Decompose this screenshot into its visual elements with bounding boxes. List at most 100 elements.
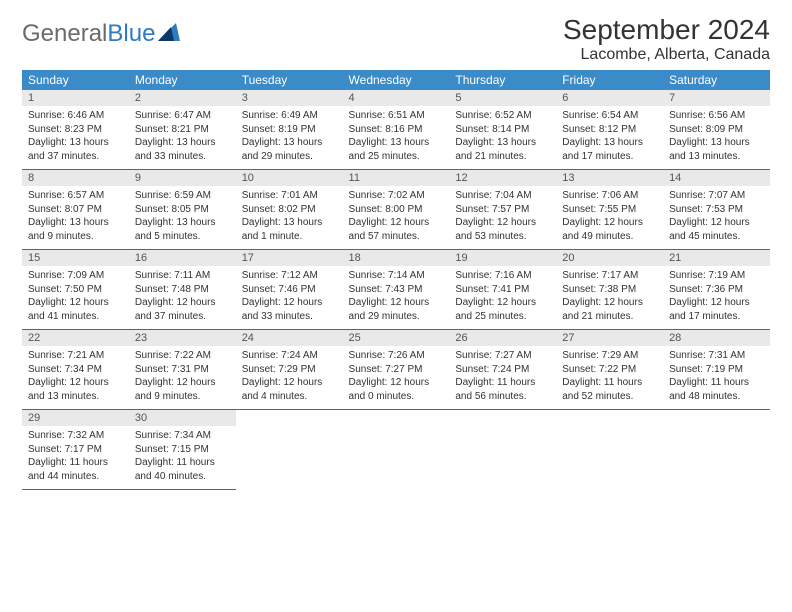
day-number: 14 bbox=[663, 170, 770, 186]
day-line: and 49 minutes. bbox=[562, 230, 657, 244]
day-body: Sunrise: 6:57 AMSunset: 8:07 PMDaylight:… bbox=[22, 186, 129, 249]
day-line: and 13 minutes. bbox=[28, 390, 123, 404]
day-line: Daylight: 12 hours bbox=[135, 296, 230, 310]
triangle-icon bbox=[158, 20, 180, 48]
day-cell: 13Sunrise: 7:06 AMSunset: 7:55 PMDayligh… bbox=[556, 170, 663, 250]
day-line: Daylight: 11 hours bbox=[455, 376, 550, 390]
day-line: Sunrise: 7:16 AM bbox=[455, 269, 550, 283]
day-line: Daylight: 13 hours bbox=[28, 216, 123, 230]
day-body: Sunrise: 7:14 AMSunset: 7:43 PMDaylight:… bbox=[343, 266, 450, 329]
day-line: Sunrise: 7:17 AM bbox=[562, 269, 657, 283]
dayname: Tuesday bbox=[236, 70, 343, 90]
day-line: Sunset: 8:05 PM bbox=[135, 203, 230, 217]
dayname: Monday bbox=[129, 70, 236, 90]
day-line: and 37 minutes. bbox=[135, 310, 230, 324]
day-line: Sunrise: 7:07 AM bbox=[669, 189, 764, 203]
day-line: Sunset: 8:02 PM bbox=[242, 203, 337, 217]
day-body: Sunrise: 7:09 AMSunset: 7:50 PMDaylight:… bbox=[22, 266, 129, 329]
day-line: Sunset: 7:48 PM bbox=[135, 283, 230, 297]
day-line: Daylight: 13 hours bbox=[135, 216, 230, 230]
day-body: Sunrise: 7:06 AMSunset: 7:55 PMDaylight:… bbox=[556, 186, 663, 249]
day-cell: 25Sunrise: 7:26 AMSunset: 7:27 PMDayligh… bbox=[343, 330, 450, 410]
day-body: Sunrise: 7:26 AMSunset: 7:27 PMDaylight:… bbox=[343, 346, 450, 409]
day-body: Sunrise: 7:31 AMSunset: 7:19 PMDaylight:… bbox=[663, 346, 770, 409]
day-cell: 3Sunrise: 6:49 AMSunset: 8:19 PMDaylight… bbox=[236, 90, 343, 170]
week-row: 1Sunrise: 6:46 AMSunset: 8:23 PMDaylight… bbox=[22, 90, 770, 170]
day-cell: 10 Sunrise: 7:01 AMSunset: 8:02 PMDayligh… bbox=[236, 170, 343, 250]
day-line: Daylight: 12 hours bbox=[349, 376, 444, 390]
day-line: Sunrise: 7:02 AM bbox=[349, 189, 444, 203]
day-line: and 33 minutes. bbox=[242, 310, 337, 324]
day-cell bbox=[449, 410, 556, 490]
day-number: 18 bbox=[343, 250, 450, 266]
day-cell: 28Sunrise: 7:31 AMSunset: 7:19 PMDayligh… bbox=[663, 330, 770, 410]
day-line: Sunrise: 7:06 AM bbox=[562, 189, 657, 203]
day-line: and 1 minute. bbox=[242, 230, 337, 244]
day-line: Daylight: 12 hours bbox=[242, 296, 337, 310]
day-line: Sunrise: 7:01 AM bbox=[242, 189, 337, 203]
day-cell: 12Sunrise: 7:04 AMSunset: 7:57 PMDayligh… bbox=[449, 170, 556, 250]
week-row: 15Sunrise: 7:09 AMSunset: 7:50 PMDayligh… bbox=[22, 250, 770, 330]
day-line: and 53 minutes. bbox=[455, 230, 550, 244]
day-line: Daylight: 12 hours bbox=[28, 296, 123, 310]
day-line: Sunset: 7:24 PM bbox=[455, 363, 550, 377]
day-cell: 15Sunrise: 7:09 AMSunset: 7:50 PMDayligh… bbox=[22, 250, 129, 330]
day-line: Sunrise: 6:59 AM bbox=[135, 189, 230, 203]
day-body: Sunrise: 6:52 AMSunset: 8:14 PMDaylight:… bbox=[449, 106, 556, 169]
day-number: 3 bbox=[236, 90, 343, 106]
day-line: Sunrise: 7:26 AM bbox=[349, 349, 444, 363]
day-number: 5 bbox=[449, 90, 556, 106]
day-number: 17 bbox=[236, 250, 343, 266]
day-cell: 6Sunrise: 6:54 AMSunset: 8:12 PMDaylight… bbox=[556, 90, 663, 170]
day-line: Sunset: 7:41 PM bbox=[455, 283, 550, 297]
day-number: 20 bbox=[556, 250, 663, 266]
day-cell: 21Sunrise: 7:19 AMSunset: 7:36 PMDayligh… bbox=[663, 250, 770, 330]
day-line: and 29 minutes. bbox=[242, 150, 337, 164]
dayname: Thursday bbox=[449, 70, 556, 90]
day-line: and 25 minutes. bbox=[349, 150, 444, 164]
day-number: 6 bbox=[556, 90, 663, 106]
day-body: Sunrise: 7:07 AMSunset: 7:53 PMDaylight:… bbox=[663, 186, 770, 249]
day-line: Daylight: 13 hours bbox=[669, 136, 764, 150]
day-line: Sunset: 8:16 PM bbox=[349, 123, 444, 137]
day-body: Sunrise: 7:12 AMSunset: 7:46 PMDaylight:… bbox=[236, 266, 343, 329]
calendar-table: Sunday Monday Tuesday Wednesday Thursday… bbox=[22, 70, 770, 490]
day-line: Daylight: 12 hours bbox=[28, 376, 123, 390]
day-number: 2 bbox=[129, 90, 236, 106]
day-number: 26 bbox=[449, 330, 556, 346]
day-cell bbox=[236, 410, 343, 490]
day-line: Sunrise: 7:21 AM bbox=[28, 349, 123, 363]
dayname-row: Sunday Monday Tuesday Wednesday Thursday… bbox=[22, 70, 770, 90]
title-block: September 2024 Lacombe, Alberta, Canada bbox=[563, 14, 770, 64]
day-number: 19 bbox=[449, 250, 556, 266]
day-line: and 52 minutes. bbox=[562, 390, 657, 404]
day-line: Daylight: 12 hours bbox=[242, 376, 337, 390]
week-row: 29Sunrise: 7:32 AMSunset: 7:17 PMDayligh… bbox=[22, 410, 770, 490]
day-line: Daylight: 13 hours bbox=[242, 216, 337, 230]
day-line: Daylight: 12 hours bbox=[562, 296, 657, 310]
day-line: Daylight: 12 hours bbox=[455, 216, 550, 230]
day-line: and 17 minutes. bbox=[562, 150, 657, 164]
day-body: Sunrise: 6:49 AMSunset: 8:19 PMDaylight:… bbox=[236, 106, 343, 169]
day-body: Sunrise: 7:11 AMSunset: 7:48 PMDaylight:… bbox=[129, 266, 236, 329]
day-line: Sunset: 8:12 PM bbox=[562, 123, 657, 137]
day-cell: 27Sunrise: 7:29 AMSunset: 7:22 PMDayligh… bbox=[556, 330, 663, 410]
week-row: 8Sunrise: 6:57 AMSunset: 8:07 PMDaylight… bbox=[22, 170, 770, 250]
day-line: Sunrise: 7:04 AM bbox=[455, 189, 550, 203]
day-line: and 21 minutes. bbox=[562, 310, 657, 324]
day-body: Sunrise: 7:16 AMSunset: 7:41 PMDaylight:… bbox=[449, 266, 556, 329]
day-body: Sunrise: 7:22 AMSunset: 7:31 PMDaylight:… bbox=[129, 346, 236, 409]
day-body: Sunrise: 7:27 AMSunset: 7:24 PMDaylight:… bbox=[449, 346, 556, 409]
day-line: Sunset: 7:27 PM bbox=[349, 363, 444, 377]
day-line: Daylight: 13 hours bbox=[562, 136, 657, 150]
day-number: 10 bbox=[236, 170, 343, 186]
day-cell: 26Sunrise: 7:27 AMSunset: 7:24 PMDayligh… bbox=[449, 330, 556, 410]
day-body: Sunrise: 6:51 AMSunset: 8:16 PMDaylight:… bbox=[343, 106, 450, 169]
day-body: Sunrise: 6:47 AMSunset: 8:21 PMDaylight:… bbox=[129, 106, 236, 169]
dayname: Sunday bbox=[22, 70, 129, 90]
dayname: Friday bbox=[556, 70, 663, 90]
day-line: Sunset: 7:57 PM bbox=[455, 203, 550, 217]
day-cell: 11Sunrise: 7:02 AMSunset: 8:00 PMDayligh… bbox=[343, 170, 450, 250]
day-body: Sunrise: 7:29 AMSunset: 7:22 PMDaylight:… bbox=[556, 346, 663, 409]
day-body: Sunrise: 7:32 AMSunset: 7:17 PMDaylight:… bbox=[22, 426, 129, 489]
